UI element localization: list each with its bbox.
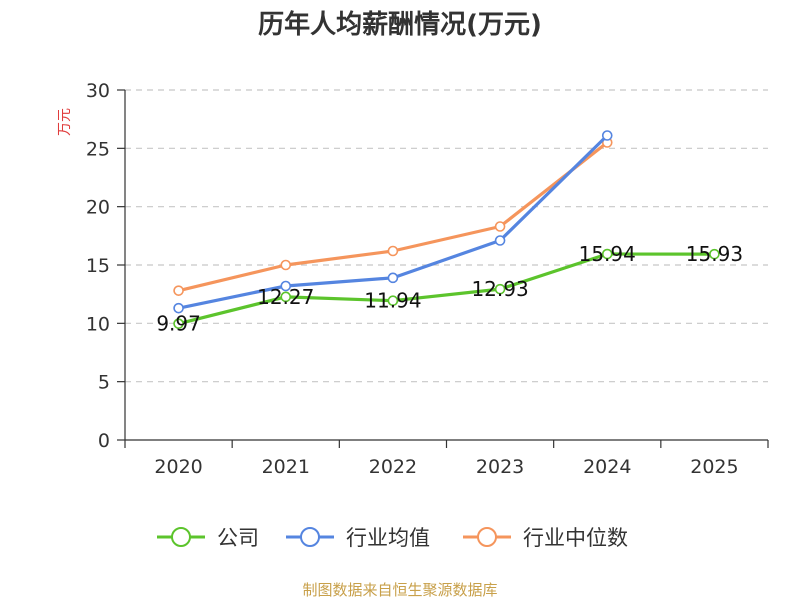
y-tick-label: 10	[86, 313, 110, 335]
series-line-0	[176, 252, 717, 326]
data-label: 9.97	[156, 312, 201, 336]
series-line-2	[176, 140, 609, 293]
x-tick-label: 2024	[583, 456, 631, 478]
legend-marker-2	[477, 527, 497, 547]
data-point-0	[387, 295, 399, 307]
y-tick-label: 0	[98, 430, 110, 452]
legend-label-0: 公司	[217, 526, 259, 550]
y-tick-label: 15	[86, 255, 110, 277]
data-point-1	[601, 130, 613, 141]
y-axis-label: 万元	[57, 108, 73, 136]
data-label: 12.93	[471, 277, 528, 301]
data-point-0	[601, 248, 613, 260]
x-tick-label: 2020	[154, 456, 202, 478]
data-point-2	[494, 221, 506, 232]
data-point-0	[494, 283, 506, 295]
data-label: 15.93	[686, 242, 743, 266]
series-lines	[173, 130, 720, 329]
source-note: 制图数据来自恒生聚源数据库	[302, 581, 497, 599]
data-point-1	[387, 272, 399, 284]
data-label: 15.94	[579, 242, 636, 266]
data-point-0	[280, 291, 292, 303]
legend: 公司 行业均值 行业中位数	[157, 526, 628, 550]
data-point-1	[173, 302, 184, 314]
x-tick-label: 2025	[690, 456, 738, 478]
y-tick-label: 30	[86, 80, 110, 102]
data-point-1	[494, 235, 506, 246]
data-point-0	[173, 318, 184, 329]
y-tick-label: 25	[86, 138, 110, 160]
x-tick-label: 2021	[262, 456, 310, 478]
data-label: 12.27	[257, 285, 314, 309]
legend-label-2: 行业中位数	[523, 526, 628, 550]
data-label: 11.94	[364, 289, 421, 313]
data-point-2	[387, 245, 399, 257]
data-point-2	[173, 285, 184, 296]
chart-title: 历年人均薪酬情况(万元)	[258, 9, 542, 40]
y-tick-label: 20	[86, 197, 110, 219]
x-tick-label: 2023	[476, 456, 524, 478]
data-point-0	[709, 248, 720, 260]
x-tick-label: 2022	[369, 456, 417, 478]
data-point-2	[280, 259, 292, 271]
legend-marker-1	[300, 527, 320, 547]
legend-marker-0	[171, 527, 191, 547]
legend-label-1: 行业均值	[346, 526, 430, 550]
data-labels: 9.97 12.27 11.94 12.93 15.94 15.93	[156, 242, 743, 336]
grid-lines	[125, 89, 768, 383]
data-point-1	[280, 280, 292, 292]
y-tick-label: 5	[98, 372, 110, 394]
